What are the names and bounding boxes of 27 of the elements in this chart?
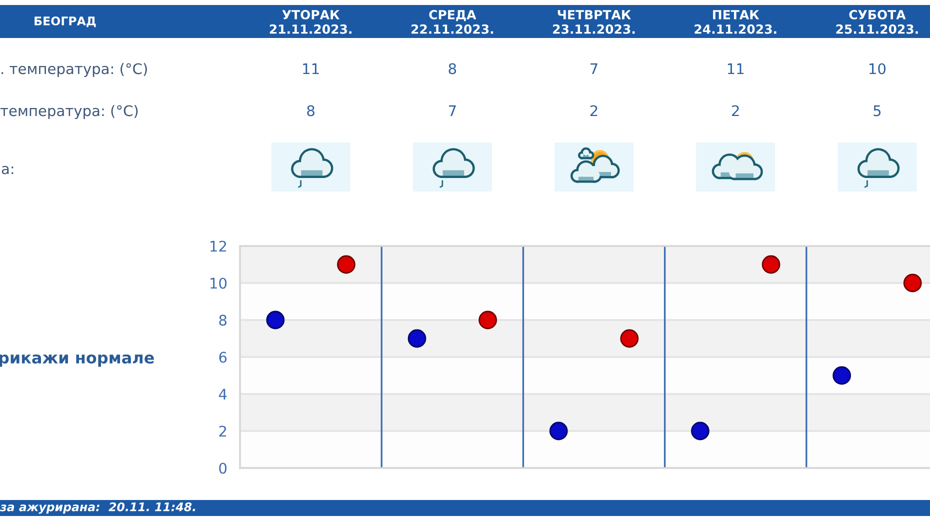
data-label: 2 bbox=[590, 105, 598, 116]
data-label: 7 bbox=[448, 105, 456, 116]
y-tick-label: 6 bbox=[219, 352, 227, 363]
data-label: 8 bbox=[307, 105, 314, 116]
text: СРЕДА 22.11.2023. bbox=[411, 10, 494, 34]
data-label: 8 bbox=[448, 63, 456, 74]
y-tick-label: 10 bbox=[210, 278, 227, 289]
y-tick-label: 12 bbox=[210, 240, 226, 252]
y-tick-label: 0 bbox=[219, 462, 227, 474]
data-label: 2 bbox=[732, 105, 739, 116]
y-tick-label: 4 bbox=[218, 388, 227, 400]
text: . температура: (°C) bbox=[2, 62, 147, 78]
text: а: bbox=[2, 166, 14, 174]
text: БЕОГРАД bbox=[34, 16, 96, 28]
y-tick-label: 8 bbox=[219, 314, 226, 326]
text: ЧЕТВРТАК 23.11.2023. bbox=[553, 10, 635, 34]
y-tick-label: 2 bbox=[219, 426, 226, 437]
text: за ажурирана: 20.11. 11:48. bbox=[0, 502, 196, 514]
text: УТОРАК 21.11.2023. bbox=[270, 10, 352, 34]
data-label: 11 bbox=[303, 63, 319, 74]
data-label: 11 bbox=[728, 63, 744, 74]
text: СУБОТА 25.11.2023. bbox=[836, 10, 918, 34]
data-label: 7 bbox=[590, 63, 598, 74]
data-label: 5 bbox=[874, 105, 881, 116]
text: ПЕТАК 24.11.2023. bbox=[694, 10, 776, 34]
data-label: 10 bbox=[870, 63, 886, 74]
text: температура: (°C) bbox=[0, 104, 138, 120]
